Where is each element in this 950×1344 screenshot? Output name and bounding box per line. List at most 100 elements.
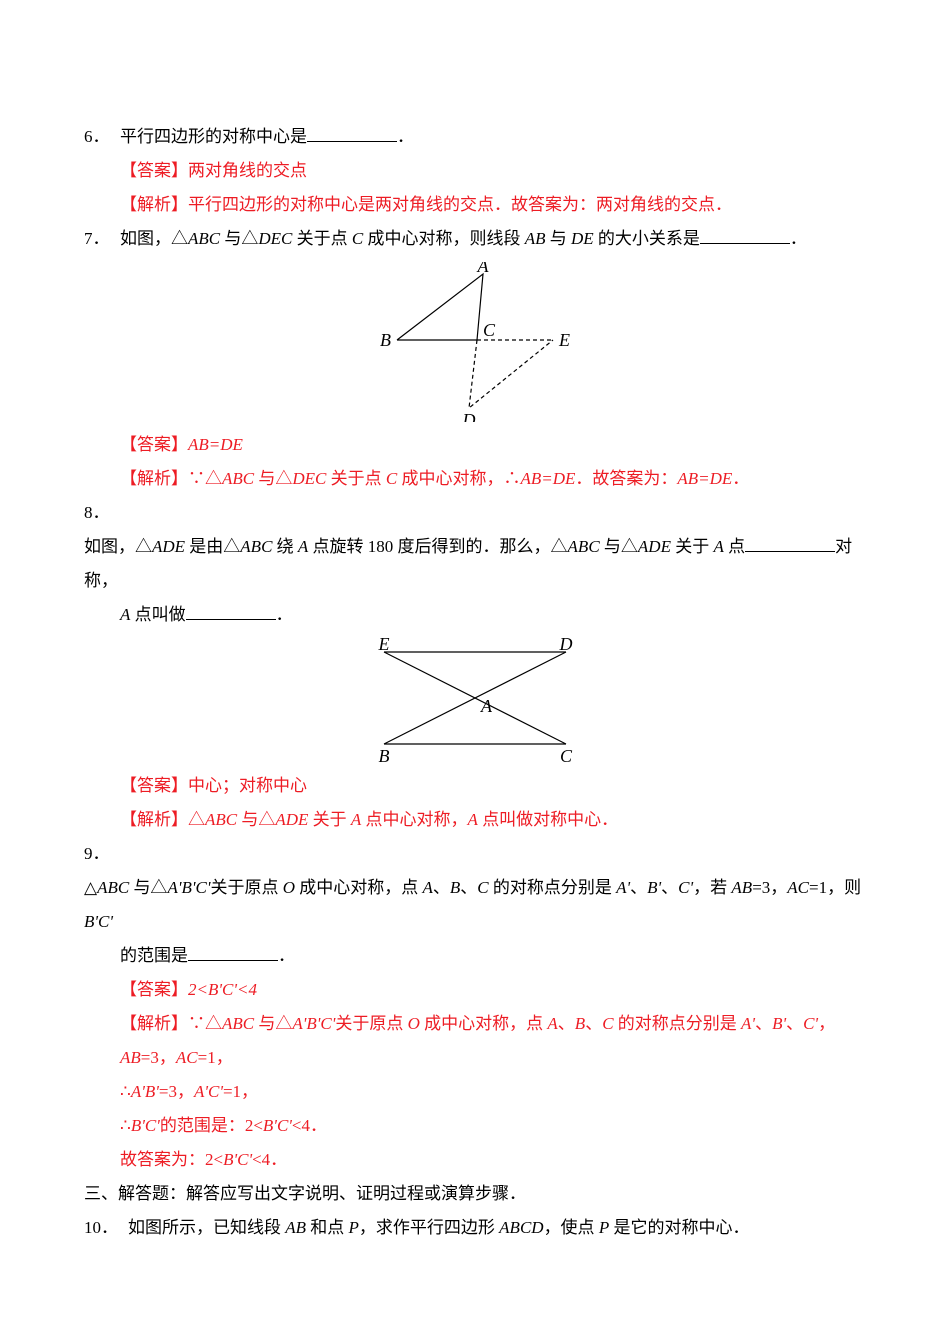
q9-e1i: =1， (198, 1048, 233, 1067)
q9-e1-ap: A' (741, 1014, 755, 1033)
q7-t6: 的大小关系是 (594, 229, 700, 248)
q9-exp4: 故答案为：2<B'C'<4． (84, 1143, 866, 1177)
q9-abc: ABC (97, 878, 129, 897)
q9-e1f: 的对称点分别是 (614, 1014, 742, 1033)
q7-exp4: 成中心对称，∴ (397, 469, 520, 488)
q7-svg: A B C E D (365, 262, 585, 422)
q8-e3: 关于 (308, 810, 351, 829)
q7-ans-eq: AB=DE (188, 435, 243, 454)
q9-t3: 关于原点 (210, 878, 282, 897)
q9-t9: ． (278, 946, 295, 965)
q7-dec: DEC (258, 229, 292, 248)
svg-text:E: E (378, 638, 390, 654)
q8-t6: 关于 (671, 537, 714, 556)
q8-t3: 绕 (272, 537, 298, 556)
svg-text:D: D (559, 638, 573, 654)
page: 6． 平行四边形的对称中心是 ． 【答案】两对角线的交点 【解析】平行四边形的对… (0, 0, 950, 1344)
q8-a1: A (298, 537, 308, 556)
q6-answer: 【答案】两对角线的交点 (84, 154, 866, 188)
q9-e3c: <4． (292, 1116, 327, 1135)
q10-t4: ，使点 (544, 1218, 599, 1237)
q8-answer: 【答案】中心；对称中心 (84, 769, 866, 803)
q9-e1a: ∵△ (188, 1014, 222, 1033)
q7-t4: 成中心对称，则线段 (363, 229, 525, 248)
q9-line: 9． △ABC 与△A'B'C'关于原点 O 成中心对称，点 A、B、C 的对称… (84, 837, 866, 939)
q8-abc: ABC (240, 537, 272, 556)
q9-e1h: =3， (141, 1048, 176, 1067)
q7-exp3: 关于点 (326, 469, 386, 488)
q9-e1-c: C (602, 1014, 613, 1033)
q10-ab: AB (285, 1218, 306, 1237)
q8-t4: 点旋转 180 度后得到的．那么，△ (308, 537, 567, 556)
q8-ade: ADE (152, 537, 185, 556)
q9-exp2: ∴A'B'=3，A'C'=1， (84, 1075, 866, 1109)
q9-e2c: =1， (223, 1082, 258, 1101)
q8-num: 8． (84, 496, 120, 530)
q9-aa: A (422, 878, 432, 897)
q9-e1c: 关于原点 (335, 1014, 407, 1033)
svg-text:D: D (462, 410, 476, 422)
q8-svg: E D A B C (360, 638, 590, 763)
q8-line: 8． 如图，△ADE 是由△ABC 绕 A 点旋转 180 度后得到的．那么，△… (84, 496, 866, 598)
q10-line: 10． 如图所示，已知线段 AB 和点 P，求作平行四边形 ABCD，使点 P … (84, 1211, 866, 1245)
q8-line2: A 点叫做． (84, 598, 866, 632)
q10-p: P (349, 1218, 359, 1237)
q9-e1-o: O (408, 1014, 420, 1033)
q9-exp-label: 【解析】 (120, 1014, 188, 1033)
q7-ab: AB (525, 229, 546, 248)
q8-ans-label: 【答案】 (120, 776, 188, 795)
q9-e2-acp: A'C' (194, 1082, 223, 1101)
q7-t5: 与 (545, 229, 571, 248)
q6-ans-text: 两对角线的交点 (188, 161, 307, 180)
q9-e3a: ∴ (120, 1116, 131, 1135)
q9-e1-s1: 、 (558, 1014, 575, 1033)
q9-exp3: ∴B'C'的范围是：2<B'C'<4． (84, 1109, 866, 1143)
q9-e1-a: A (547, 1014, 557, 1033)
q6-explain: 【解析】平行四边形的对称中心是两对角线的交点．故答案为：两对角线的交点． (84, 188, 866, 222)
q9-aceq: AC (787, 878, 809, 897)
q9-answer: 【答案】2<B'C'<4 (84, 973, 866, 1007)
svg-text:A: A (477, 262, 490, 276)
q8-explain: 【解析】△ABC 与△ADE 关于 A 点中心对称，A 点叫做对称中心． (84, 803, 866, 837)
q9-e1-bp: B' (772, 1014, 786, 1033)
q8-e4: 点中心对称， (361, 810, 467, 829)
q9-blank (188, 943, 278, 961)
q10-num: 10． (84, 1211, 128, 1245)
q7-answer: 【答案】AB=DE (84, 428, 866, 462)
q10-t2: 和点 (306, 1218, 349, 1237)
q8-abc2: ABC (568, 537, 600, 556)
q8-t5: 与△ (600, 537, 638, 556)
q9-e1-s2: 、 (585, 1014, 602, 1033)
q7-de: DE (571, 229, 594, 248)
q9-s4: 、 (661, 878, 678, 897)
q9-eq3: =3， (752, 878, 787, 897)
q8-e-ade: ADE (275, 810, 308, 829)
q9-e4-bcp: B'C' (223, 1150, 252, 1169)
q7-exp-c: C (386, 469, 397, 488)
q10-p2: P (599, 1218, 609, 1237)
q9-bcp: B'C' (84, 912, 113, 931)
svg-text:B: B (379, 746, 390, 763)
q9-e1-abc: ABC (222, 1014, 254, 1033)
q6-exp-text: 平行四边形的对称中心是两对角线的交点．故答案为：两对角线的交点． (188, 195, 732, 214)
q7-line: 7． 如图，△ABC 与△DEC 关于点 C 成中心对称，则线段 AB 与 DE… (84, 222, 866, 256)
q8-e-a2: A (468, 810, 478, 829)
q9-t2: 与△ (129, 878, 167, 897)
q7-c: C (352, 229, 363, 248)
q8-ade2: ADE (638, 537, 671, 556)
q8-t1: 如图，△ (84, 537, 152, 556)
q9-e1-s4: 、 (786, 1014, 803, 1033)
svg-text:C: C (483, 320, 496, 340)
q9-e1-ac: AC (176, 1048, 198, 1067)
q9-t6: 的对称点分别是 (489, 878, 617, 897)
q8-blank2 (186, 602, 276, 620)
q8-blank1a (745, 534, 775, 552)
q10-t3: ，求作平行四边形 (359, 1218, 499, 1237)
q9-t8: 的范围是 (120, 946, 188, 965)
q9-cp: C' (678, 878, 693, 897)
q9-e1d: 成中心对称，点 (420, 1014, 548, 1033)
svg-text:B: B (380, 330, 391, 350)
q9-bp: B' (647, 878, 661, 897)
q9-ans-rng: 2<B'C'<4 (188, 980, 257, 999)
q7-exp2: 与△ (254, 469, 292, 488)
